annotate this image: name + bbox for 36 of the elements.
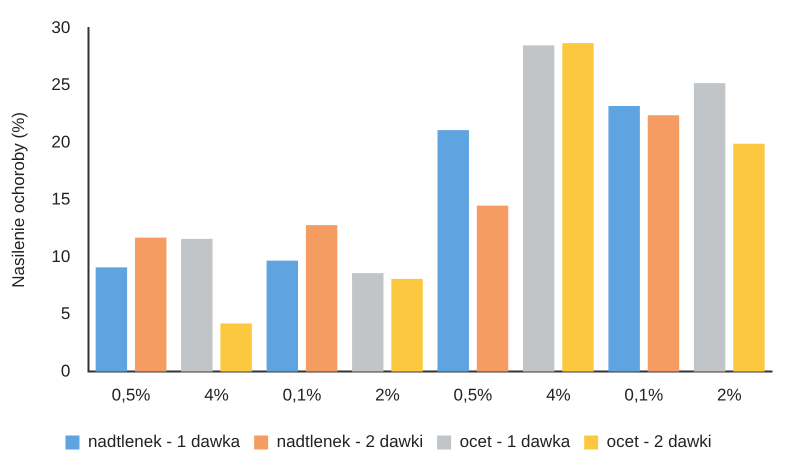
bar bbox=[181, 238, 213, 372]
y-tick-label: 20 bbox=[51, 132, 70, 152]
bar bbox=[352, 273, 384, 372]
x-tick-label: 0,5% bbox=[112, 385, 150, 404]
legend-label: ocet - 2 dawki bbox=[606, 432, 712, 452]
legend-label: nadtlenek - 1 dawka bbox=[88, 432, 241, 452]
x-tick-label: 0,5% bbox=[454, 385, 492, 404]
x-tick-label: 2% bbox=[716, 385, 742, 404]
y-tick-label: 10 bbox=[51, 246, 70, 266]
x-tick-label: 4% bbox=[546, 385, 571, 404]
x-tick-label: 0,1% bbox=[282, 385, 322, 404]
x-tick-label: 2% bbox=[375, 385, 400, 404]
bar bbox=[391, 278, 423, 372]
y-tick-label: 5 bbox=[60, 304, 70, 324]
x-tick-label: 0,1% bbox=[624, 385, 664, 404]
bar bbox=[694, 83, 726, 372]
bar bbox=[522, 45, 554, 372]
legend-label: nadtlenek - 2 dawki bbox=[276, 432, 424, 452]
legend-label: ocet - 1 dawka bbox=[460, 432, 571, 452]
bar bbox=[96, 267, 128, 372]
y-axis-title: Nasilenie ochoroby (%) bbox=[8, 112, 28, 288]
y-tick-label: 0 bbox=[60, 361, 70, 380]
x-tick-label: 4% bbox=[204, 385, 229, 404]
y-tick-label: 15 bbox=[51, 190, 70, 209]
bar bbox=[562, 43, 594, 372]
bar bbox=[608, 106, 640, 372]
bar bbox=[733, 144, 765, 372]
bar bbox=[266, 260, 298, 372]
bar bbox=[306, 225, 338, 372]
y-tick-label: 25 bbox=[51, 75, 70, 94]
bar bbox=[220, 324, 252, 372]
bar bbox=[476, 206, 508, 372]
bar bbox=[438, 130, 469, 372]
y-tick-label: 30 bbox=[51, 18, 70, 37]
bar bbox=[648, 115, 680, 372]
bar bbox=[134, 238, 166, 372]
